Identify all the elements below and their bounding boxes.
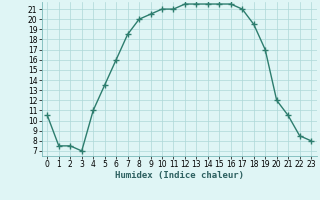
X-axis label: Humidex (Indice chaleur): Humidex (Indice chaleur) [115,171,244,180]
